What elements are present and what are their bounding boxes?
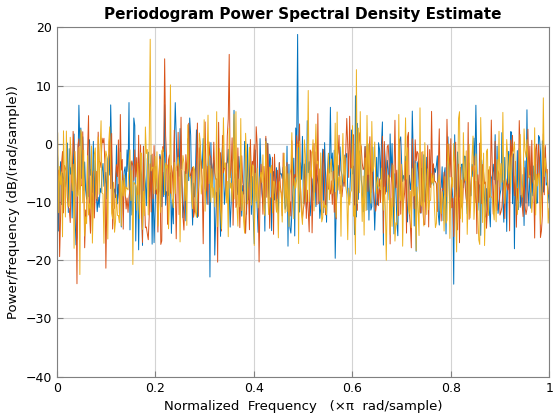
- X-axis label: Normalized  Frequency   (×π  rad/sample): Normalized Frequency (×π rad/sample): [164, 400, 442, 413]
- Y-axis label: Power/frequency (dB/(rad/sample)): Power/frequency (dB/(rad/sample)): [7, 85, 20, 319]
- Title: Periodogram Power Spectral Density Estimate: Periodogram Power Spectral Density Estim…: [104, 7, 502, 22]
